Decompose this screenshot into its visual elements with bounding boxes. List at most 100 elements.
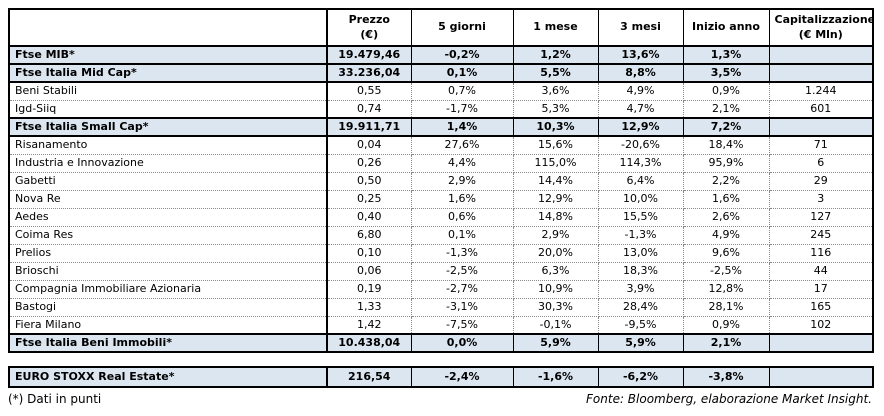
3-mesi-cell: 13,0%	[597, 243, 684, 263]
prezzo-cell: 0,74	[326, 99, 412, 119]
header-name	[8, 8, 328, 47]
1-mese-cell: 10,3%	[512, 117, 599, 137]
1-mese-cell: 10,9%	[512, 279, 599, 299]
table-row: Fiera Milano 1,42 -7,5% -0,1% -9,5% 0,9% 102	[8, 315, 874, 335]
prezzo-cell: 1,33	[326, 297, 412, 317]
table-body: Ftse MIB* 19.479,46 -0,2% 1,2% 13,6% 1,3% Ftse…	[8, 45, 874, 353]
table-row: EURO STOXX Real Estate* 216,54 -2,4% -1,6% -…	[8, 366, 874, 388]
table-header: Prezzo (€) 5 giorni 1 mese 3 mesi Inizio…	[8, 8, 874, 47]
3-mesi-cell: 3,9%	[597, 279, 684, 299]
3-mesi-cell: 5,9%	[597, 333, 684, 353]
prezzo-cell: 1,42	[326, 315, 412, 335]
name-cell: Gabetti	[8, 171, 328, 191]
table-row: Aedes 0,40 0,6% 14,8% 15,5% 2,6% 127	[8, 207, 874, 227]
name-cell: Fiera Milano	[8, 315, 328, 335]
table-row: Igd-Siiq 0,74 -1,7% 5,3% 4,7% 2,1% 601	[8, 99, 874, 119]
5-giorni-cell: 1,6%	[410, 189, 514, 209]
inizio-anno-cell: 2,1%	[682, 333, 770, 353]
3-mesi-cell: 15,5%	[597, 207, 684, 227]
5-giorni-cell: 27,6%	[410, 135, 514, 155]
1-mese-cell: 5,5%	[512, 63, 599, 83]
table-row: Ftse Italia Mid Cap* 33.236,04 0,1% 5,5% 8,8…	[8, 63, 874, 83]
capitalizzazione-cell: 3	[768, 189, 874, 209]
3-mesi-cell: 12,9%	[597, 117, 684, 137]
1-mese-cell: 115,0%	[512, 153, 599, 173]
capitalizzazione-cell	[768, 63, 874, 83]
capitalizzazione-cell	[768, 45, 874, 65]
5-giorni-cell: -3,1%	[410, 297, 514, 317]
euro-stoxx-table: EURO STOXX Real Estate* 216,54 -2,4% -1,6% -…	[8, 366, 874, 388]
capitalizzazione-cell: 1.244	[768, 81, 874, 101]
1-mese-cell: 14,8%	[512, 207, 599, 227]
name-cell: Igd-Siiq	[8, 99, 328, 119]
header-1-mese: 1 mese	[512, 8, 599, 47]
name-cell: Beni Stabili	[8, 81, 328, 101]
capitalizzazione-cell	[768, 366, 874, 388]
prezzo-cell: 0,25	[326, 189, 412, 209]
prezzo-cell: 19.479,46	[326, 45, 412, 65]
3-mesi-cell: 4,7%	[597, 99, 684, 119]
1-mese-cell: 30,3%	[512, 297, 599, 317]
prezzo-cell: 0,04	[326, 135, 412, 155]
capitalizzazione-cell: 127	[768, 207, 874, 227]
table-row: Prelios 0,10 -1,3% 20,0% 13,0% 9,6% 116	[8, 243, 874, 263]
3-mesi-cell: 6,4%	[597, 171, 684, 191]
prezzo-cell: 33.236,04	[326, 63, 412, 83]
name-cell: Aedes	[8, 207, 328, 227]
5-giorni-cell: 1,4%	[410, 117, 514, 137]
prezzo-cell: 0,40	[326, 207, 412, 227]
name-cell: Coima Res	[8, 225, 328, 245]
prezzo-cell: 0,06	[326, 261, 412, 281]
prezzo-cell: 0,50	[326, 171, 412, 191]
3-mesi-cell: 18,3%	[597, 261, 684, 281]
footer: (*) Dati in punti Fonte: Bloomberg, elab…	[8, 392, 872, 406]
inizio-anno-cell: -3,8%	[682, 366, 770, 388]
table-row: Compagnia Immobiliare Azionaria 0,19 -2,7%…	[8, 279, 874, 299]
name-cell: Risanamento	[8, 135, 328, 155]
5-giorni-cell: -2,4%	[410, 366, 514, 388]
5-giorni-cell: -2,7%	[410, 279, 514, 299]
name-cell: Prelios	[8, 243, 328, 263]
table-row: Beni Stabili 0,55 0,7% 3,6% 4,9% 0,9% 1.244	[8, 81, 874, 101]
1-mese-cell: 12,9%	[512, 189, 599, 209]
inizio-anno-cell: 2,2%	[682, 171, 770, 191]
table-row: Coima Res 6,80 0,1% 2,9% -1,3% 4,9% 245	[8, 225, 874, 245]
table-row: Gabetti 0,50 2,9% 14,4% 6,4% 2,2% 29	[8, 171, 874, 191]
capitalizzazione-cell: 102	[768, 315, 874, 335]
capitalizzazione-cell: 71	[768, 135, 874, 155]
euro-stoxx-body: EURO STOXX Real Estate* 216,54 -2,4% -1,6% -…	[8, 366, 874, 388]
1-mese-cell: 3,6%	[512, 81, 599, 101]
table-row: Ftse MIB* 19.479,46 -0,2% 1,2% 13,6% 1,3%	[8, 45, 874, 65]
5-giorni-cell: -1,3%	[410, 243, 514, 263]
inizio-anno-cell: 2,1%	[682, 99, 770, 119]
prezzo-cell: 0,55	[326, 81, 412, 101]
5-giorni-cell: 2,9%	[410, 171, 514, 191]
1-mese-cell: 2,9%	[512, 225, 599, 245]
5-giorni-cell: 0,1%	[410, 63, 514, 83]
inizio-anno-cell: 3,5%	[682, 63, 770, 83]
table-row: Industria e Innovazione 0,26 4,4% 115,0% 114…	[8, 153, 874, 173]
name-cell: Industria e Innovazione	[8, 153, 328, 173]
inizio-anno-cell: 0,9%	[682, 315, 770, 335]
3-mesi-cell: -9,5%	[597, 315, 684, 335]
capitalizzazione-cell: 165	[768, 297, 874, 317]
capitalizzazione-cell: 17	[768, 279, 874, 299]
name-cell: Compagnia Immobiliare Azionaria	[8, 279, 328, 299]
3-mesi-cell: -6,2%	[597, 366, 684, 388]
inizio-anno-cell: 9,6%	[682, 243, 770, 263]
name-cell: Ftse MIB*	[8, 45, 328, 65]
table-row: Risanamento 0,04 27,6% 15,6% -20,6% 18,4% 71	[8, 135, 874, 155]
header-5-giorni: 5 giorni	[410, 8, 514, 47]
inizio-anno-cell: 2,6%	[682, 207, 770, 227]
prezzo-cell: 0,10	[326, 243, 412, 263]
3-mesi-cell: 13,6%	[597, 45, 684, 65]
source-note: Fonte: Bloomberg, elaborazione Market In…	[586, 392, 872, 406]
capitalizzazione-cell: 116	[768, 243, 874, 263]
capitalizzazione-cell	[768, 333, 874, 353]
capitalizzazione-cell: 29	[768, 171, 874, 191]
5-giorni-cell: 0,1%	[410, 225, 514, 245]
table-row: Nova Re 0,25 1,6% 12,9% 10,0% 1,6% 3	[8, 189, 874, 209]
inizio-anno-cell: 1,3%	[682, 45, 770, 65]
3-mesi-cell: 8,8%	[597, 63, 684, 83]
3-mesi-cell: -20,6%	[597, 135, 684, 155]
